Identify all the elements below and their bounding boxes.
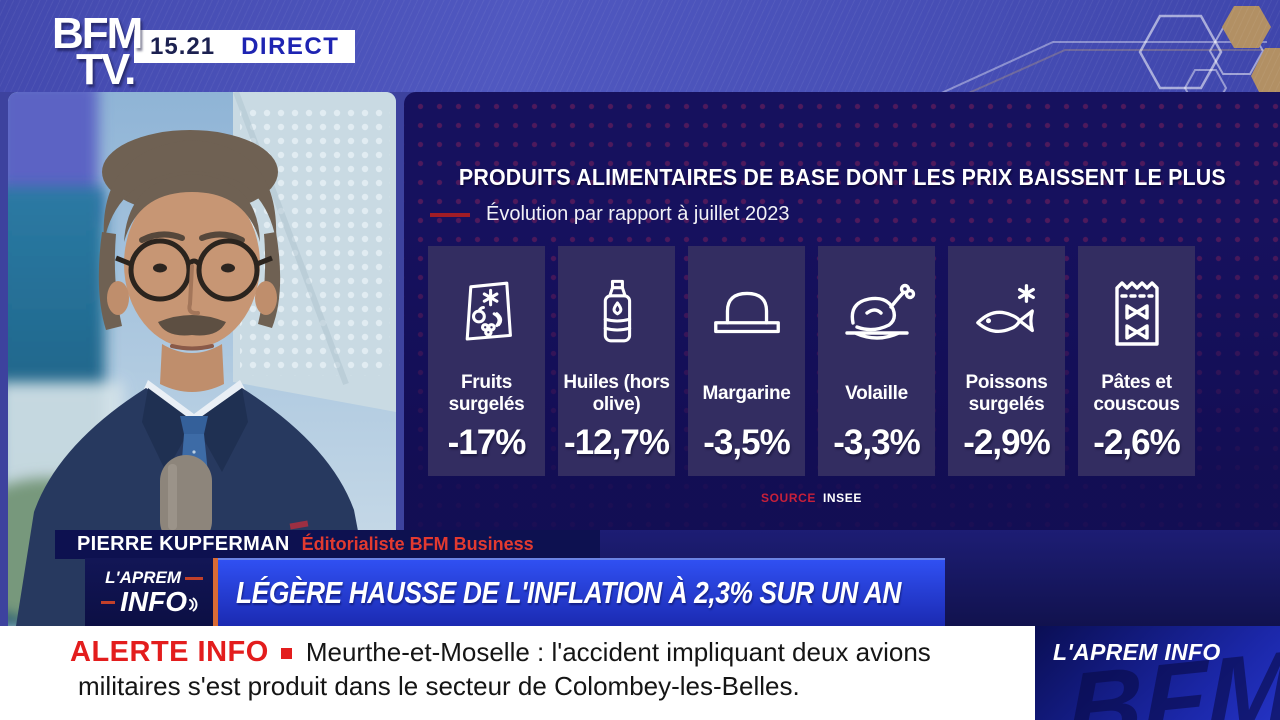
headline-area: LÉGÈRE HAUSSE DE L'INFLATION À 2,3% SUR …	[218, 558, 945, 626]
sound-wave-icon	[189, 597, 198, 612]
ticker-line-1: ALERTE INFO Meurthe-et-Moselle : l'accide…	[70, 635, 1035, 669]
product-label: Margarine	[702, 382, 791, 404]
product-label: Fruits surgelés	[448, 372, 525, 415]
live-direct-label: DIRECT	[241, 32, 340, 60]
product-value: -12,7%	[564, 423, 670, 462]
product-card-poissons-surgeles: Poissons surgelés -2,9%	[948, 246, 1065, 476]
oil-bottle-icon	[581, 260, 653, 364]
clock-time: 15.21	[150, 32, 216, 60]
pasta-bag-icon	[1105, 260, 1169, 364]
bfmtv-logo-line2: TV.	[76, 45, 136, 95]
alert-info-label: ALERTE INFO	[70, 636, 269, 668]
source-value: INSEE	[822, 491, 862, 505]
source-attribution: SOURCE INSEE	[428, 491, 1195, 505]
alert-bullet-square	[280, 648, 292, 659]
speaker-name: PIERRE KUPFERMAN	[77, 533, 290, 555]
bfmtv-logo-line1: BFM	[52, 9, 143, 58]
product-value: -2,6%	[1093, 423, 1180, 462]
time-direct-badge: 15.21 DIRECT	[134, 30, 356, 63]
ticker-text-1: Meurthe-et-Moselle : l'accident impliqua…	[305, 637, 931, 667]
infographic-title: PRODUITS ALIMENTAIRES DE BASE DONT LES P…	[458, 164, 1226, 190]
source-label: SOURCE	[761, 491, 816, 505]
product-label: Pâtes et couscous	[1093, 372, 1180, 415]
product-label: Huiles (hors olive)	[563, 372, 670, 415]
corner-show-panel: BFM L'APREM INFO	[1035, 626, 1280, 720]
frozen-fish-icon	[968, 260, 1046, 364]
product-card-volaille: Volaille -3,3%	[818, 246, 935, 476]
product-value: -17%	[447, 423, 527, 462]
product-cards: Fruits surgelés -17% Huiles (hors oliv	[428, 246, 1280, 476]
alert-ticker: ALERTE INFO Meurthe-et-Moselle : l'accide…	[0, 626, 1035, 720]
banner-orange-separator	[213, 558, 218, 626]
headline-text: LÉGÈRE HAUSSE DE L'INFLATION À 2,3% SUR …	[236, 575, 901, 610]
corner-show-label: L'APREM INFO	[1053, 639, 1221, 665]
infographic-subtitle: Évolution par rapport à juillet 2023	[486, 203, 790, 225]
infographic-panel: PRODUITS ALIMENTAIRES DE BASE DONT LES P…	[404, 92, 1280, 530]
subtitle-red-dash	[430, 212, 470, 217]
frozen-fruits-bag-icon	[451, 260, 523, 364]
hexagon-decor	[935, 6, 1280, 100]
product-value: -3,3%	[833, 423, 920, 462]
product-card-huiles: Huiles (hors olive) -12,7%	[558, 246, 675, 476]
ticker-line-2: militaires s'est produit dans le secteur…	[78, 669, 1035, 703]
speaker-name-strap: PIERRE KUPFERMAN Éditorialiste BFM Busin…	[55, 530, 600, 559]
bfmtv-logo: BFM TV.	[52, 9, 143, 95]
laprem-logo-line1: L'APREM	[105, 568, 203, 588]
speaker-role: Éditorialiste BFM Business	[301, 534, 534, 554]
product-card-pates-couscous: Pâtes et couscous -2,6%	[1078, 246, 1195, 476]
margarine-tub-icon	[706, 260, 788, 364]
roast-poultry-icon	[837, 260, 917, 364]
product-label: Volaille	[845, 382, 908, 404]
product-card-margarine: Margarine -3,5%	[688, 246, 805, 476]
ticker-text-2: militaires s'est produit dans le secteur…	[78, 671, 800, 701]
studio-top-band	[0, 0, 1280, 100]
headline-banner: L'APREM INFO LÉGÈRE HAUSSE DE L'INFLATIO…	[85, 558, 945, 626]
laprem-info-logo: L'APREM INFO	[85, 558, 213, 626]
product-value: -3,5%	[703, 423, 790, 462]
product-card-fruits-surgeles: Fruits surgelés -17%	[428, 246, 545, 476]
product-label: Poissons surgelés	[965, 372, 1048, 415]
laprem-logo-line2: INFO	[101, 588, 198, 616]
product-value: -2,9%	[963, 423, 1050, 462]
